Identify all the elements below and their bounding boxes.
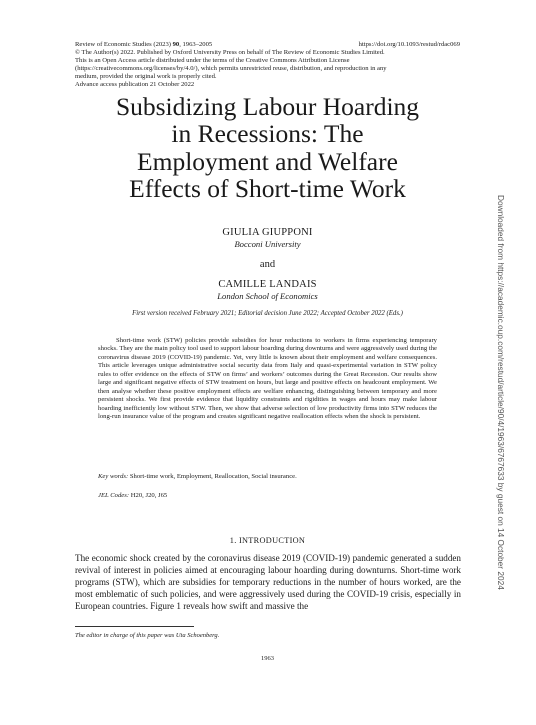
journal-volume: 90 <box>172 41 180 48</box>
advance-access-line: Advance access publication 21 October 20… <box>75 80 195 88</box>
author-block: GIULIA GIUPPONI Bocconi University and C… <box>75 226 460 302</box>
article-header: Review of Economic Studies (2023) 90, 19… <box>75 41 460 88</box>
jel-codes: JEL Codes: H20, J20, J65 <box>98 492 437 499</box>
footnote: The editor in charge of this paper was U… <box>75 632 220 639</box>
author-conjunction: and <box>259 259 276 270</box>
author-affiliation: London School of Economics <box>217 291 318 301</box>
footnote-divider <box>75 626 194 627</box>
keywords-label: Key words: <box>98 473 129 480</box>
author-name: GIULIA GIUPPONI <box>222 227 313 238</box>
title-line: Subsidizing Labour Hoarding <box>115 92 420 121</box>
author-name: CAMILLE LANDAIS <box>218 279 317 290</box>
journal-name: Review of Economic Studies (2023) <box>75 41 173 48</box>
journal-citation: Review of Economic Studies (2023) 90, 19… <box>75 41 212 49</box>
license-line: medium, provided the original work is pr… <box>75 72 217 80</box>
license-line: © The Author(s) 2022. Published by Oxfor… <box>75 48 385 56</box>
doi-link[interactable]: https://doi.org/10.1093/restud/rdac069 <box>358 41 460 48</box>
keywords-text: Short-time work, Employment, Reallocatio… <box>128 473 297 480</box>
page-number: 1963 <box>261 655 274 662</box>
jel-label: JEL Codes: <box>98 492 130 499</box>
title-line: Effects of Short-time Work <box>129 174 406 204</box>
jel-text: H20, J20, J65 <box>129 492 168 499</box>
citation-row: Review of Economic Studies (2023) 90, 19… <box>75 41 460 49</box>
section-heading: 1. INTRODUCTION <box>229 536 306 545</box>
abstract: Short-time work (STW) policies provide s… <box>98 337 437 421</box>
paper-title: Subsidizing Labour Hoarding in Recession… <box>75 93 460 203</box>
title-line: Employment and Welfare <box>137 146 398 176</box>
license-line: This is an Open Access article distribut… <box>75 56 350 64</box>
introduction-paragraph: The economic shock created by the corona… <box>75 553 461 611</box>
title-line: in Recessions: The <box>171 119 364 149</box>
author-affiliation: Bocconi University <box>234 239 301 249</box>
license-line: (https://creativecommons.org/licenses/by… <box>75 64 387 72</box>
journal-pages: , 1963–2005 <box>179 41 213 48</box>
submission-dates: First version received February 2021; Ed… <box>132 310 403 317</box>
download-watermark: Downloaded from https://academic.oup.com… <box>496 195 506 590</box>
keywords: Key words: Short-time work, Employment, … <box>98 473 437 480</box>
